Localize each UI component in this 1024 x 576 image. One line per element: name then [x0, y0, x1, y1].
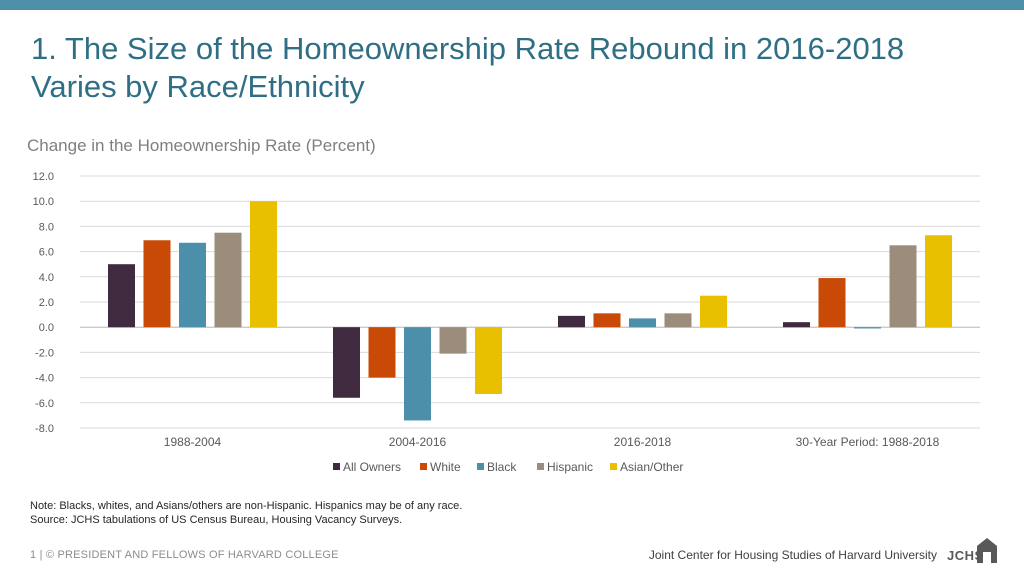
y-tick-label: 4.0: [39, 272, 54, 284]
jchs-logo: JCHS: [947, 533, 999, 563]
chart-subtitle: Change in the Homeownership Rate (Percen…: [27, 136, 376, 155]
bar: [783, 322, 810, 328]
bar: [108, 264, 135, 328]
y-tick-label: -4.0: [35, 373, 54, 385]
legend-item: Black: [477, 460, 516, 474]
legend-label: Asian/Other: [620, 460, 684, 474]
x-category-label: 30-Year Period: 1988-2018: [796, 435, 940, 449]
footer-organization: Joint Center for Housing Studies of Harv…: [648, 548, 937, 562]
house-icon: [977, 538, 997, 563]
footer-copyright: 1 | © PRESIDENT AND FELLOWS OF HARVARD C…: [30, 549, 339, 561]
y-tick-label: 12.0: [33, 171, 54, 183]
legend-label: White: [430, 460, 461, 474]
x-category-label: 2004-2016: [389, 435, 447, 449]
y-tick-label: -6.0: [35, 398, 54, 410]
bar: [889, 245, 917, 328]
bar: [925, 235, 952, 328]
bar: [558, 315, 585, 328]
legend-swatch: [420, 463, 427, 470]
legend-label: All Owners: [343, 460, 402, 474]
legend-swatch: [610, 463, 617, 470]
legend-item: All Owners: [333, 460, 401, 474]
logo-text: JCHS: [947, 548, 984, 563]
x-category-label: 1988-2004: [164, 435, 222, 449]
legend-label: Hispanic: [547, 460, 594, 474]
legend-swatch: [333, 463, 340, 470]
bar-chart: 12.0 10.0 8.0 6.0 4.0 2.0 0.0 -2.0 -4.0 -6.0 -8.0 1…: [33, 171, 980, 449]
bar: [475, 327, 502, 394]
top-accent-bar: [0, 0, 1024, 10]
bar: [700, 295, 727, 328]
y-tick-label: 8.0: [39, 221, 54, 233]
slide-title: 1. The Size of the Homeownership Rate Re…: [31, 31, 905, 104]
bar: [250, 201, 277, 328]
chart-note: Note: Blacks, whites, and Asians/others …: [30, 499, 462, 527]
bar: [818, 278, 846, 328]
y-tick-label: -2.0: [35, 347, 54, 359]
bar: [143, 240, 171, 328]
y-tick-label: 6.0: [39, 247, 54, 259]
bar: [664, 313, 692, 328]
bar: [179, 242, 206, 328]
y-tick-label: 0.0: [39, 322, 54, 334]
x-category-label: 2016-2018: [614, 435, 672, 449]
chart-legend: All Owners White Black Hispanic Asian/Other: [0, 460, 1024, 476]
legend-swatch: [477, 463, 484, 470]
legend-item: White: [420, 460, 461, 474]
y-tick-label: -8.0: [35, 423, 54, 435]
source-text: Source: JCHS tabulations of US Census Bu…: [30, 514, 403, 526]
bar: [333, 327, 360, 398]
legend-item: Asian/Other: [610, 460, 683, 474]
bar: [404, 327, 431, 421]
bar: [214, 232, 242, 328]
bar: [593, 313, 621, 328]
y-tick-label: 2.0: [39, 297, 54, 309]
legend-swatch: [537, 463, 544, 470]
note-text: Note: Blacks, whites, and Asians/others …: [30, 500, 463, 512]
bar: [439, 327, 467, 354]
y-tick-label: 10.0: [33, 196, 54, 208]
bar: [629, 318, 656, 328]
bar: [368, 327, 396, 378]
bar: [854, 327, 881, 329]
legend-item: Hispanic: [537, 460, 593, 474]
legend-label: Black: [487, 460, 517, 474]
